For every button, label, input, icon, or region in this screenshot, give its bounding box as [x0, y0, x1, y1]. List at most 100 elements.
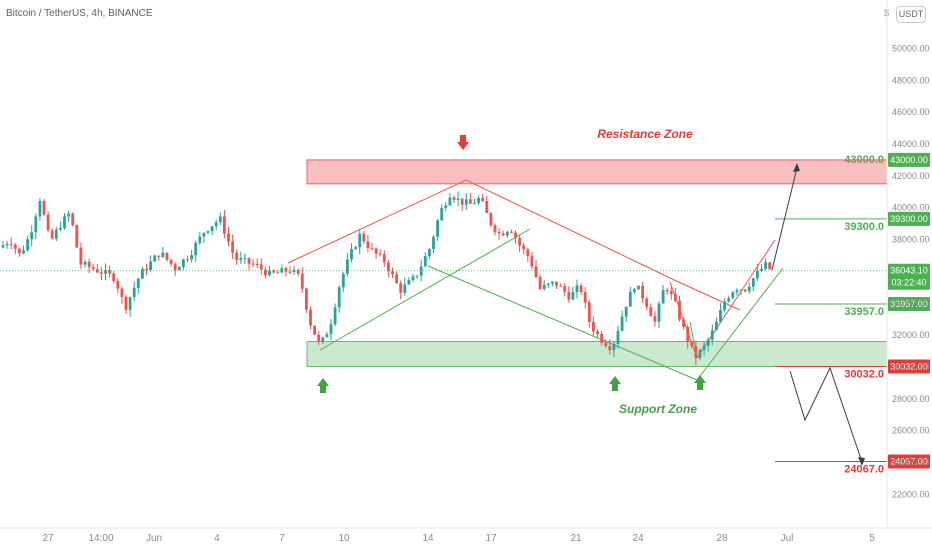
level-axis-label: 39300.00	[890, 214, 928, 224]
candle-body	[682, 319, 685, 327]
candle-body	[210, 226, 214, 232]
currency-button[interactable]: USDT	[896, 6, 926, 23]
y-tick-label: 30000.00	[892, 362, 930, 372]
candle-body	[407, 280, 411, 285]
candle-body	[423, 256, 427, 267]
red-channel-line	[696, 239, 776, 359]
candle-body	[124, 296, 128, 310]
candle-body	[145, 268, 148, 271]
candle-body	[542, 284, 546, 289]
candle-body	[354, 247, 357, 249]
candle-body	[346, 259, 349, 274]
candle-body	[227, 233, 230, 242]
candle-body	[218, 216, 222, 223]
candle-body	[100, 272, 103, 274]
candle-body	[485, 201, 489, 213]
support-zone	[306, 341, 888, 367]
level-axis-badge	[888, 296, 930, 311]
countdown-label: 03:22:40	[891, 278, 926, 288]
candle-body	[370, 247, 374, 249]
support-trendline	[319, 228, 531, 351]
support-up-arrow	[317, 378, 329, 393]
candle-body	[272, 270, 275, 273]
candle-body	[251, 263, 255, 265]
candle-body	[571, 292, 575, 300]
candle-body	[276, 272, 280, 274]
candle-body	[108, 270, 111, 274]
resistance-zone-label: Resistance Zone	[597, 127, 693, 141]
candle-body	[669, 291, 673, 295]
candle-body	[649, 306, 653, 317]
markers-layer	[317, 135, 706, 393]
candle-body	[247, 257, 251, 264]
zones-layer	[306, 159, 888, 367]
candle-body	[382, 254, 386, 263]
candle-body	[141, 268, 144, 279]
candle-body	[202, 232, 206, 237]
candle-body	[169, 259, 173, 265]
candle-body	[592, 322, 595, 332]
support-up-arrow	[609, 376, 621, 391]
candle-body	[75, 225, 79, 248]
candle-body	[305, 288, 308, 310]
candle-body	[67, 213, 70, 217]
candle-body	[514, 232, 517, 239]
candle-body	[604, 342, 608, 347]
candle-body	[149, 261, 152, 271]
candle-body	[59, 228, 62, 230]
candle-body	[743, 289, 747, 292]
y-tick-label: 44000.00	[892, 139, 930, 149]
candle-body	[268, 270, 271, 276]
y-tick-label: 26000.00	[892, 426, 930, 436]
candle-body	[751, 278, 755, 287]
candle-body	[333, 307, 337, 325]
y-axis[interactable]: 22000.00 24000.00 26000.00 28000.00 30000.00…	[892, 43, 930, 499]
candle-body	[288, 271, 292, 273]
candle-body	[300, 273, 304, 289]
candle-body	[653, 316, 657, 322]
candle-body	[546, 283, 550, 285]
candle-body	[505, 231, 509, 236]
candle-body	[428, 249, 431, 257]
candle-body	[756, 270, 759, 279]
levels-layer: 43000.0 43000.00 39300.0 39300.00 33957.0 339…	[775, 152, 930, 476]
candle-body	[735, 290, 739, 293]
candles-layer	[1, 191, 772, 365]
candle-body	[22, 250, 25, 254]
candle-body	[698, 349, 702, 358]
candle-body	[567, 291, 571, 300]
level-label: 39300.0	[844, 221, 884, 233]
candle-body	[112, 273, 116, 282]
candle-body	[526, 249, 530, 257]
support-up-arrow	[694, 375, 706, 390]
y-tick-label: 32000.00	[892, 330, 930, 340]
candle-body	[739, 289, 743, 291]
level-axis-badge	[888, 454, 930, 469]
candle-body	[223, 216, 226, 234]
candle-body	[46, 214, 50, 231]
candle-body	[587, 302, 591, 323]
candle-body	[760, 268, 763, 271]
x-axis[interactable]: 27 14:00 Jun 4 7 10 14 17 21 24 28 Jul 5	[42, 533, 875, 544]
last-price-label: 36043.10	[890, 266, 928, 276]
x-tick-label: 14	[422, 533, 434, 544]
candle-body	[518, 238, 521, 246]
y-tick-label: 38000.00	[892, 235, 930, 245]
candle-body	[469, 199, 472, 204]
candle-body	[120, 288, 124, 297]
level-axis-badge	[888, 359, 930, 374]
candle-body	[436, 220, 439, 237]
candle-body	[600, 334, 603, 343]
candle-body	[715, 321, 718, 331]
y-tick-label: 40000.00	[892, 203, 930, 213]
x-tick-label: 28	[716, 533, 728, 544]
candle-body	[378, 253, 382, 255]
candle-body	[239, 258, 243, 260]
candle-body	[764, 262, 767, 269]
candle-body	[460, 198, 464, 205]
candle-body	[559, 285, 562, 287]
candle-body	[628, 291, 632, 307]
candle-body	[136, 278, 140, 288]
candle-body	[9, 243, 13, 245]
